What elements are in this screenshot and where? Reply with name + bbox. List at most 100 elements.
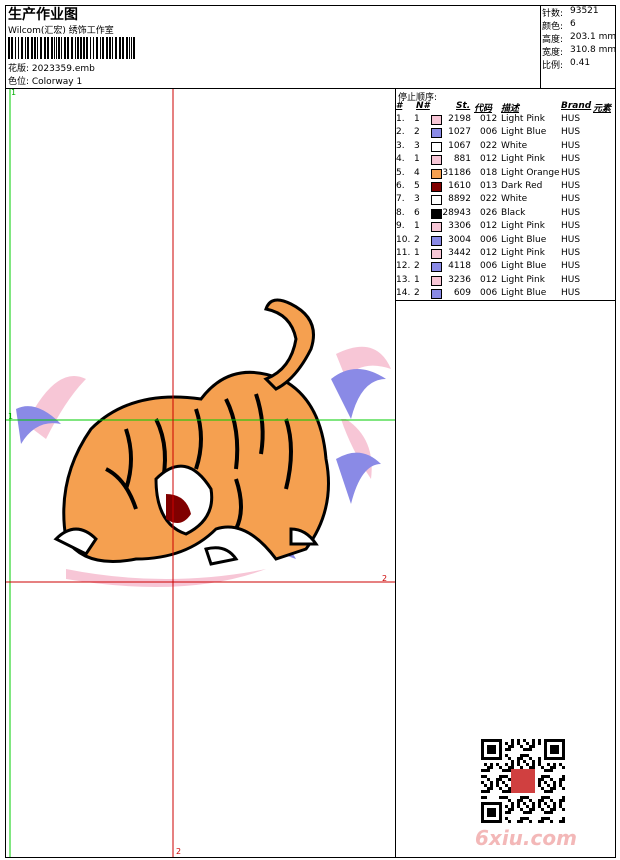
row-n: 1 <box>414 114 420 124</box>
bar <box>31 37 33 59</box>
row-code: 013 <box>480 181 498 191</box>
qr-module <box>496 784 499 787</box>
row-code: 012 <box>480 274 498 285</box>
qr-module <box>487 751 490 754</box>
bar <box>126 37 128 59</box>
qr-module <box>520 757 523 760</box>
qr-module <box>511 805 514 808</box>
qr-module <box>544 781 547 784</box>
qr-module <box>493 802 496 805</box>
qr-module <box>502 790 505 793</box>
qr-module <box>529 799 532 802</box>
qr-module <box>529 811 532 814</box>
row-num: 11. <box>396 248 411 258</box>
bar <box>47 37 49 59</box>
qr-module <box>508 808 511 811</box>
qr-module <box>529 808 532 811</box>
qr-module <box>559 799 562 802</box>
qr-module <box>550 769 553 772</box>
qr-module <box>481 754 484 757</box>
bar <box>106 37 108 59</box>
row-n: 3 <box>414 140 420 151</box>
qr-module <box>553 781 556 784</box>
bar <box>96 37 98 59</box>
qr-module <box>520 745 523 748</box>
qr-module <box>502 781 505 784</box>
qr-module <box>547 796 550 799</box>
bar <box>15 37 16 59</box>
qr-module <box>550 778 553 781</box>
qr-module <box>526 754 529 757</box>
row-code: 012 <box>480 114 498 124</box>
qr-module <box>481 796 484 799</box>
qr-module <box>490 739 493 742</box>
row-desc: Light Pink <box>501 248 545 258</box>
qr-module <box>559 805 562 808</box>
bar <box>21 37 23 59</box>
qr-module <box>559 781 562 784</box>
qr-module <box>511 763 514 766</box>
qr-module <box>532 766 535 769</box>
qr-module <box>490 748 493 751</box>
qr-module <box>538 739 541 742</box>
bar <box>67 37 69 59</box>
qr-module <box>538 802 541 805</box>
qr-module <box>481 817 484 820</box>
row-num: 13. <box>396 274 411 285</box>
qr-module <box>547 811 550 814</box>
qr-module <box>562 787 565 790</box>
bar <box>131 37 132 59</box>
subtitle: Wilcom(汇宏) 绣饰工作室 <box>8 26 114 36</box>
qr-module <box>553 805 556 808</box>
qr-module <box>493 757 496 760</box>
qr-module <box>556 748 559 751</box>
qr-module <box>484 775 487 778</box>
bar <box>37 37 38 59</box>
qr-module <box>490 766 493 769</box>
row-code: 006 <box>480 127 498 138</box>
qr-module <box>511 766 514 769</box>
row-code: 006 <box>480 234 498 245</box>
guide-label: 1 <box>11 88 17 97</box>
qr-module <box>553 748 556 751</box>
qr-module <box>544 817 547 820</box>
qr-module <box>541 808 544 811</box>
qr-module <box>547 790 550 793</box>
qr-module <box>562 775 565 778</box>
qr-module <box>487 769 490 772</box>
guide-label: 1 <box>8 412 14 421</box>
qr-module <box>559 802 562 805</box>
row-n: 2 <box>414 234 420 245</box>
qr-module <box>541 799 544 802</box>
qr-module <box>538 778 541 781</box>
qr-module <box>499 757 502 760</box>
row-code: 012 <box>480 248 498 258</box>
qr-module <box>553 784 556 787</box>
row-code: 006 <box>480 288 498 299</box>
row-brand: HUS <box>561 114 581 124</box>
qr-module <box>547 784 550 787</box>
qr-module <box>490 808 493 811</box>
row-code: 022 <box>480 140 498 151</box>
qr-module <box>544 790 547 793</box>
qr-module <box>541 820 544 823</box>
row-st: 28943 <box>442 207 471 218</box>
row-st: 609 <box>453 288 471 299</box>
swatch <box>431 115 442 125</box>
qr-module <box>529 757 532 760</box>
row-num: 8. <box>396 207 405 218</box>
qr-module <box>490 751 493 754</box>
swatch <box>431 168 442 179</box>
qr-module <box>562 742 565 745</box>
qr-module <box>562 778 565 781</box>
qr-module <box>505 769 508 772</box>
frame <box>5 5 616 858</box>
qr-module <box>505 796 508 799</box>
qr-module <box>523 760 526 763</box>
qr-module <box>538 757 541 760</box>
colorway: 色位: Colorway 1 <box>8 77 83 87</box>
row-n: 2 <box>414 288 420 299</box>
row-code: 018 <box>480 167 498 178</box>
qr-module <box>520 799 523 802</box>
qr-module <box>508 769 511 772</box>
